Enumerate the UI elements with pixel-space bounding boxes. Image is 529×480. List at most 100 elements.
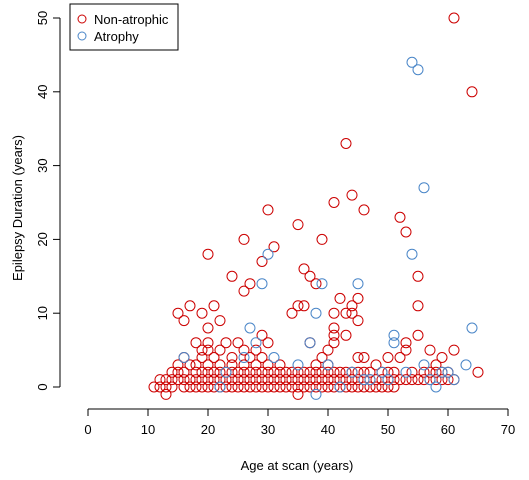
data-point-non-atrophic [394,211,406,223]
data-point-non-atrophic [208,300,220,312]
data-point-non-atrophic [400,374,412,386]
data-point-non-atrophic [238,366,250,378]
data-point-non-atrophic [340,138,352,149]
legend-symbol-non-atrophic [77,14,87,24]
data-point-non-atrophic [424,344,436,356]
legend-label-non-atrophic: Non-atrophic [94,12,169,27]
data-point-non-atrophic [328,322,340,334]
data-point-non-atrophic [250,366,262,378]
data-point-non-atrophic [310,359,322,371]
data-point-non-atrophic [298,381,310,393]
data-point-non-atrophic [412,374,424,386]
x-axis-title: Age at scan (years) [241,458,354,473]
y-tick-label: 20 [35,232,50,246]
data-point-non-atrophic [340,366,352,378]
data-point-atrophy [178,352,190,363]
data-point-atrophy [418,182,430,194]
data-point-non-atrophic [196,381,208,393]
data-point-non-atrophic [226,366,238,378]
data-point-non-atrophic [358,204,370,216]
data-point-non-atrophic [274,366,286,378]
data-point-non-atrophic [376,374,388,386]
data-point-non-atrophic [358,352,370,363]
data-point-non-atrophic [274,381,286,393]
data-point-non-atrophic [358,366,370,378]
data-point-non-atrophic [292,374,304,386]
x-tick-label: 10 [141,422,155,437]
data-point-non-atrophic [190,366,202,378]
data-point-non-atrophic [208,381,220,393]
data-point-non-atrophic [226,359,238,371]
data-point-non-atrophic [304,374,316,386]
data-point-non-atrophic [286,381,298,393]
data-point-atrophy [316,278,328,290]
data-point-non-atrophic [154,381,166,393]
data-point-atrophy [214,381,226,393]
data-point-non-atrophic [322,381,334,393]
data-point-non-atrophic [448,344,460,356]
data-point-non-atrophic [340,329,352,341]
data-point-non-atrophic [292,388,304,400]
data-point-non-atrophic [310,374,322,386]
data-point-non-atrophic [358,381,370,393]
data-point-non-atrophic [316,374,328,386]
data-point-non-atrophic [238,285,250,297]
data-point-non-atrophic [280,374,292,386]
data-point-non-atrophic [226,270,238,282]
data-point-non-atrophic [370,381,382,393]
data-point-non-atrophic [370,359,382,371]
data-point-atrophy [388,337,400,349]
data-point-non-atrophic [172,307,184,319]
data-point-non-atrophic [238,359,250,371]
data-point-non-atrophic [262,366,274,378]
data-point-non-atrophic [274,374,286,386]
x-tick-label: 0 [84,422,91,437]
data-point-non-atrophic [298,374,310,386]
data-point-non-atrophic [220,374,232,386]
data-point-non-atrophic [430,366,442,378]
data-point-non-atrophic [310,366,322,378]
data-point-non-atrophic [370,374,382,386]
data-point-non-atrophic [292,366,304,378]
data-point-non-atrophic [226,374,238,386]
ticks-layer: 0 10 20 30 40 50 60 70 0 10 20 30 40 50 [35,11,515,437]
data-point-non-atrophic [244,278,256,290]
data-point-atrophy [220,366,232,378]
data-point-non-atrophic [424,366,436,378]
data-point-non-atrophic [214,344,226,356]
data-point-non-atrophic [196,374,208,386]
data-point-non-atrophic [400,226,412,238]
data-point-non-atrophic [286,307,298,319]
data-point-non-atrophic [178,315,190,327]
data-point-non-atrophic [214,315,226,327]
data-point-non-atrophic [166,381,178,393]
data-point-non-atrophic [412,270,424,282]
data-point-non-atrophic [364,366,376,378]
data-point-non-atrophic [238,374,250,386]
data-point-non-atrophic [328,307,340,319]
data-point-atrophy [250,337,262,349]
data-point-non-atrophic [334,292,346,304]
data-point-non-atrophic [322,374,334,386]
data-point-non-atrophic [280,366,292,378]
data-point-non-atrophic [352,292,364,304]
data-point-non-atrophic [184,374,196,386]
data-point-non-atrophic [382,352,394,363]
data-point-non-atrophic [226,352,238,363]
data-point-non-atrophic [256,381,268,393]
data-point-non-atrophic [292,381,304,393]
data-point-non-atrophic [364,381,376,393]
data-point-non-atrophic [214,366,226,378]
data-point-non-atrophic [340,381,352,393]
data-point-non-atrophic [382,366,394,378]
data-point-non-atrophic [292,300,304,312]
data-point-atrophy [442,366,454,378]
data-point-non-atrophic [256,352,268,363]
data-point-non-atrophic [268,374,280,386]
legend-box [69,3,179,51]
data-point-non-atrophic [418,366,430,378]
data-point-non-atrophic [346,374,358,386]
data-point-non-atrophic [244,366,256,378]
data-point-non-atrophic [340,307,352,319]
data-point-non-atrophic [184,300,196,312]
